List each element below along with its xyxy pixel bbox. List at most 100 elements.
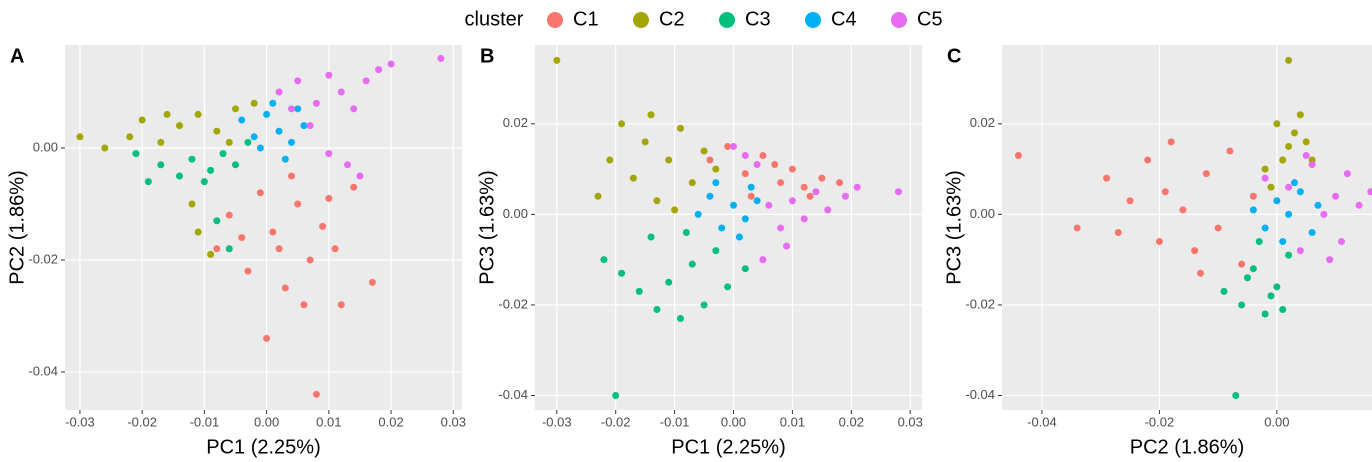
point xyxy=(157,161,165,169)
plot-background xyxy=(65,45,462,410)
point xyxy=(1179,206,1187,214)
point xyxy=(288,172,296,180)
panel-label: B xyxy=(480,45,494,67)
x-tick-label: 0.01 xyxy=(316,414,341,429)
y-tick-label: 0.00 xyxy=(970,206,995,221)
point xyxy=(213,217,221,225)
point xyxy=(600,256,608,264)
x-tick-label: 0.00 xyxy=(1264,414,1289,429)
point xyxy=(200,178,208,186)
x-tick-label: 0.03 xyxy=(898,414,923,429)
point xyxy=(126,133,134,141)
point xyxy=(594,192,602,200)
point xyxy=(250,133,258,141)
point xyxy=(783,242,791,250)
point xyxy=(1308,161,1316,169)
point xyxy=(275,127,283,135)
point xyxy=(647,233,655,241)
point xyxy=(665,278,673,286)
point xyxy=(1267,292,1275,300)
point xyxy=(157,138,165,146)
point xyxy=(1249,206,1257,214)
y-tick-label: -0.02 xyxy=(965,296,995,311)
point xyxy=(325,71,333,79)
legend-label: C2 xyxy=(659,8,685,30)
point xyxy=(288,105,296,113)
point xyxy=(1302,138,1310,146)
legend-key xyxy=(805,12,821,28)
x-tick-label: -0.01 xyxy=(190,414,220,429)
x-tick-label: -0.03 xyxy=(65,414,95,429)
point xyxy=(275,88,283,96)
point xyxy=(724,283,732,291)
point xyxy=(207,250,215,258)
legend-label: C1 xyxy=(573,8,599,30)
point xyxy=(194,110,202,118)
point xyxy=(1261,165,1269,173)
point xyxy=(1326,256,1334,264)
point xyxy=(1343,170,1351,178)
legend-label: C4 xyxy=(831,8,857,30)
point xyxy=(812,188,820,196)
point xyxy=(1273,120,1281,128)
point xyxy=(213,245,221,253)
point xyxy=(375,66,383,74)
point xyxy=(676,124,684,132)
point xyxy=(747,192,755,200)
y-axis-label: PC2 (1.86%) xyxy=(6,170,28,285)
point xyxy=(294,105,302,113)
point xyxy=(312,390,320,398)
point xyxy=(1261,224,1269,232)
point xyxy=(288,138,296,146)
point xyxy=(263,334,271,342)
y-tick-label: -0.04 xyxy=(28,363,58,378)
point xyxy=(671,206,679,214)
point xyxy=(1073,224,1081,232)
point xyxy=(350,105,358,113)
point xyxy=(387,60,395,68)
point xyxy=(688,260,696,268)
point xyxy=(356,172,364,180)
point xyxy=(350,183,358,191)
point xyxy=(1279,305,1287,313)
point xyxy=(163,110,171,118)
point xyxy=(741,151,749,159)
x-tick-label: 0.02 xyxy=(839,414,864,429)
point xyxy=(1126,197,1134,205)
point xyxy=(1238,301,1246,309)
legend-key xyxy=(891,12,907,28)
y-tick-label: -0.04 xyxy=(498,387,528,402)
point xyxy=(694,210,702,218)
point xyxy=(635,287,643,295)
point xyxy=(1191,247,1199,255)
point xyxy=(836,179,844,187)
point xyxy=(188,155,196,163)
legend-title: cluster xyxy=(465,8,524,30)
point xyxy=(771,161,779,169)
point xyxy=(1285,251,1293,259)
point xyxy=(824,206,832,214)
point xyxy=(1285,210,1293,218)
point xyxy=(1238,260,1246,268)
point xyxy=(788,165,796,173)
x-tick-label: 0.00 xyxy=(254,414,279,429)
point xyxy=(712,179,720,187)
point xyxy=(1155,238,1163,246)
point xyxy=(759,256,767,264)
point xyxy=(175,172,183,180)
point xyxy=(759,151,767,159)
point xyxy=(800,215,808,223)
point xyxy=(188,200,196,208)
y-axis-label: PC3 (1.63%) xyxy=(476,170,498,285)
point xyxy=(256,144,264,152)
point xyxy=(269,99,277,107)
point xyxy=(1279,238,1287,246)
point xyxy=(281,284,289,292)
point xyxy=(806,192,814,200)
point xyxy=(1320,210,1328,218)
legend-label: C3 xyxy=(745,8,771,30)
point xyxy=(300,301,308,309)
y-tick-label: 0.02 xyxy=(503,115,528,130)
point xyxy=(1202,170,1210,178)
point xyxy=(1337,238,1345,246)
